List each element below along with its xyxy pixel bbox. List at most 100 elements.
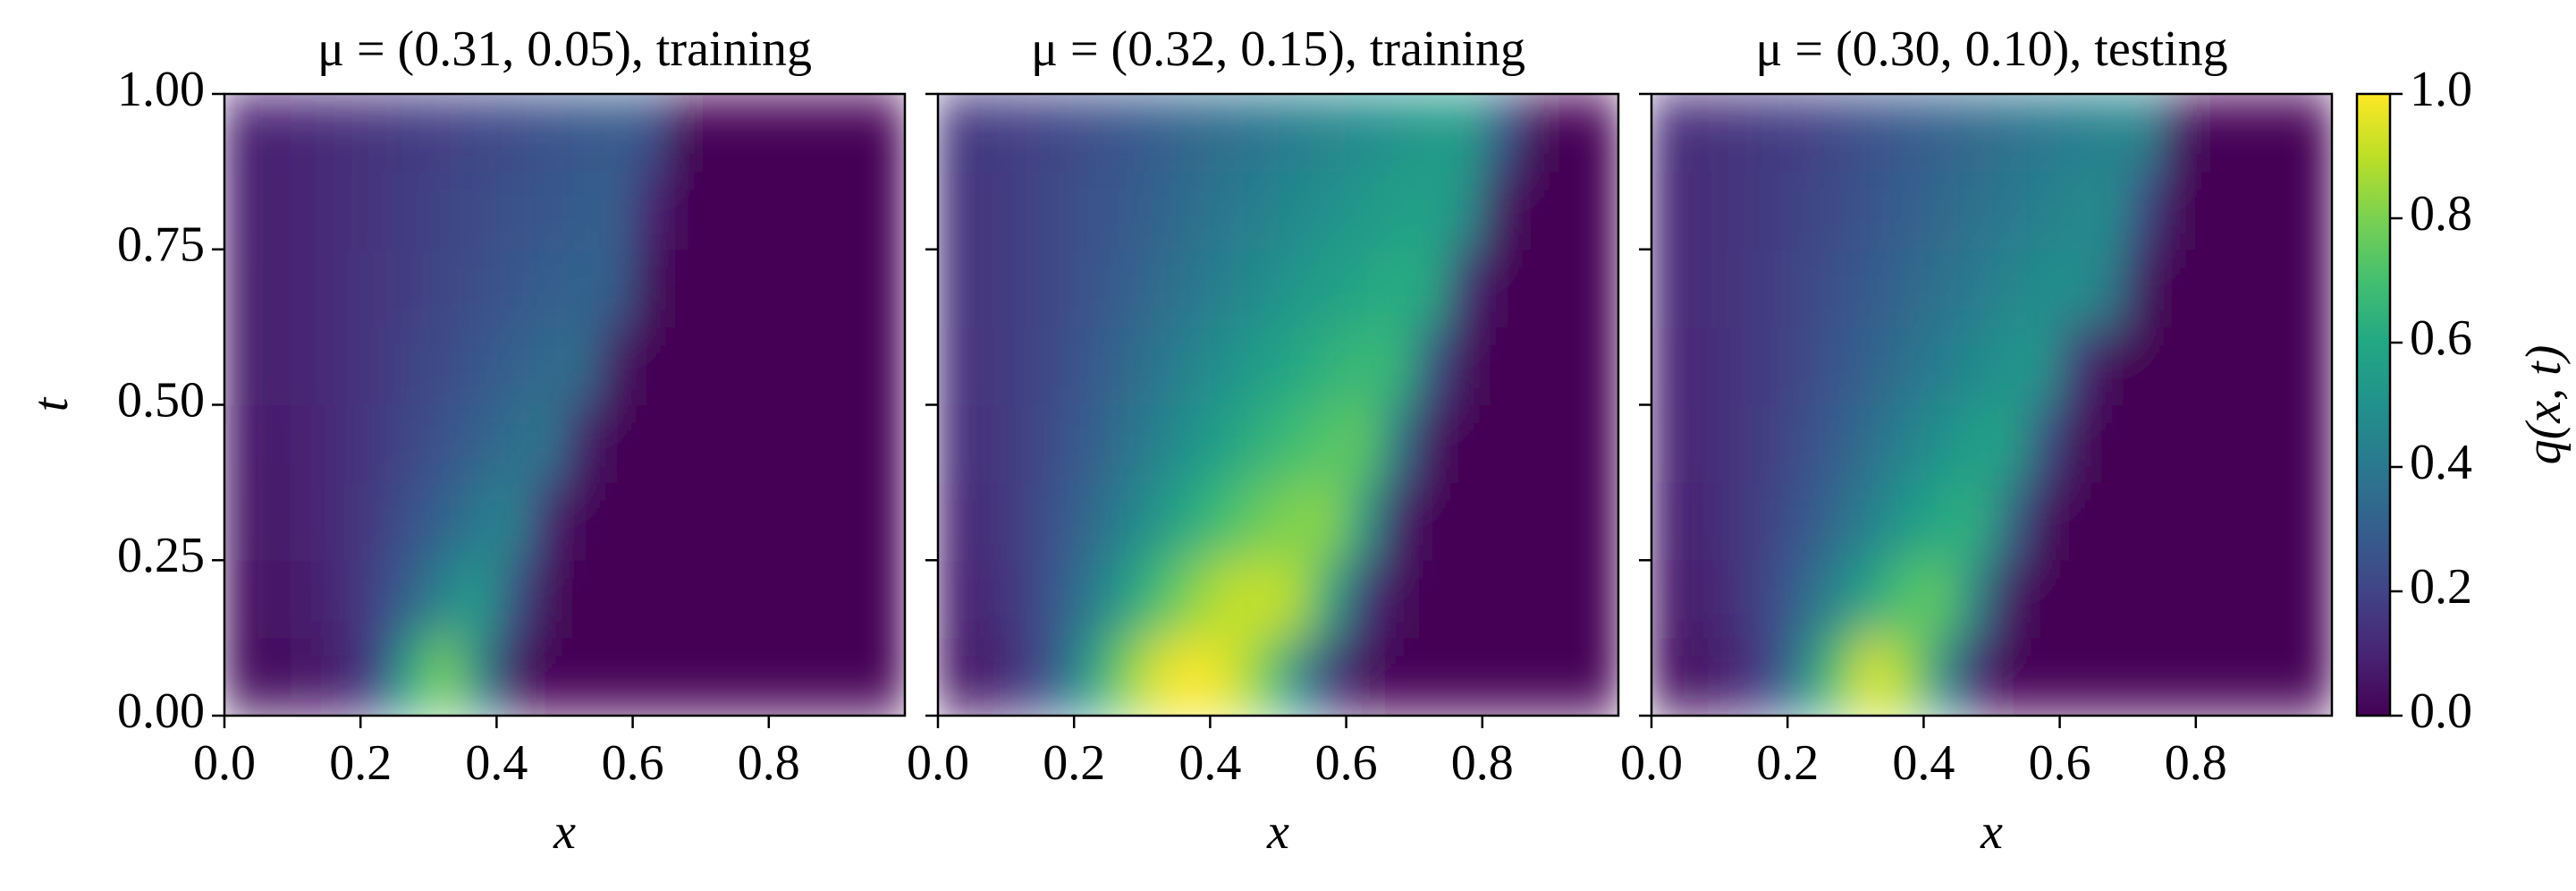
heatmap-cell: [768, 637, 804, 716]
heatmap-cell: [1550, 559, 1585, 639]
heatmap-cell: [2093, 171, 2129, 250]
heatmap-cell: [2195, 171, 2231, 250]
heatmap-cell: [1073, 94, 1109, 173]
heatmap-cell: [1005, 559, 1041, 639]
heatmap-cell: [393, 171, 429, 250]
heatmap-cell: [1414, 637, 1449, 716]
heatmap-cell: [632, 404, 668, 483]
heatmap-cell: [1516, 327, 1551, 405]
heatmap-cell: [1039, 637, 1075, 716]
panel-title: μ = (0.30, 0.10), testing: [1755, 21, 2227, 77]
heatmap-cell: [564, 481, 600, 561]
heatmap-cell: [1039, 94, 1075, 173]
x-tick-label: 0.8: [738, 735, 800, 791]
heatmap-cell: [564, 171, 600, 250]
heatmap-cell: [1820, 481, 1856, 561]
heatmap-cell: [1651, 249, 1686, 328]
heatmap-cell: [802, 249, 838, 328]
heatmap-cell: [325, 94, 361, 173]
heatmap-cell: [224, 637, 259, 716]
heatmap-cell: [870, 171, 905, 250]
heatmap-cell: [1516, 94, 1551, 173]
heatmap-cell: [1414, 249, 1449, 328]
heatmap-cell: [1243, 559, 1279, 639]
heatmap-cell: [1991, 637, 2027, 716]
heatmap-cell: [1312, 481, 1347, 561]
heatmap-cell: [2127, 249, 2163, 328]
heatmap-cell: [2025, 171, 2061, 250]
heatmap-cell: [1719, 404, 1754, 483]
heatmap-cell: [1005, 481, 1041, 561]
heatmap-cell: [427, 559, 463, 639]
heatmap-cell: [224, 327, 259, 405]
heatmap-cell: [666, 327, 702, 405]
heatmap-cell: [2297, 171, 2332, 250]
heatmap-cell: [870, 249, 905, 328]
colorbar-tick-label: 0.0: [2410, 683, 2472, 739]
heatmap-cell: [1380, 249, 1415, 328]
heatmap-cell: [1243, 94, 1279, 173]
heatmap-cell: [2297, 327, 2332, 405]
heatmap-cell: [2229, 171, 2265, 250]
heatmap-cell: [2093, 481, 2129, 561]
heatmap-cell: [1380, 637, 1415, 716]
heatmap-cell: [1141, 559, 1177, 639]
heatmap-cell: [1516, 404, 1551, 483]
x-tick-label: 0.2: [1043, 735, 1105, 791]
x-axis-label: x: [1266, 804, 1289, 860]
heatmap-cell: [1312, 171, 1347, 250]
heatmap-cell: [632, 637, 668, 716]
y-tick-label: 1.00: [117, 62, 205, 117]
heatmap-cell: [2127, 327, 2163, 405]
heatmap-cell: [768, 404, 804, 483]
heatmap-cell: [1685, 481, 1720, 561]
heatmap-cell: [666, 559, 702, 639]
heatmap-cell: [1209, 171, 1245, 250]
heatmap-cell: [1243, 327, 1279, 405]
heatmap-cell: [971, 327, 1007, 405]
heatmap-cell: [1651, 94, 1686, 173]
heatmap-cell: [768, 249, 804, 328]
heatmap-cell: [802, 171, 838, 250]
heatmap-cell: [1141, 94, 1177, 173]
heatmap-cell: [971, 94, 1007, 173]
heatmap-cell: [2195, 637, 2231, 716]
heatmap-cell: [1278, 637, 1313, 716]
heatmap-cell: [258, 94, 293, 173]
heatmap-cell: [598, 171, 634, 250]
heatmap-cell: [836, 327, 872, 405]
heatmap-cell: [1854, 171, 1890, 250]
heatmap-cell: [1380, 559, 1415, 639]
heatmap-cell: [1346, 94, 1381, 173]
heatmap-cell: [1516, 559, 1551, 639]
heatmap-cell: [598, 249, 634, 328]
heatmap-cell: [325, 327, 361, 405]
heatmap-cell: [2059, 559, 2095, 639]
heatmap-cell: [2025, 404, 2061, 483]
heatmap-cell: [1312, 637, 1347, 716]
heatmap-cell: [1753, 171, 1788, 250]
heatmap-cell: [598, 94, 634, 173]
heatmap-cell: [1516, 481, 1551, 561]
heatmap-cell: [2025, 249, 2061, 328]
heatmap-cell: [1651, 404, 1686, 483]
heatmap-cell: [632, 327, 668, 405]
heatmap-cell: [971, 171, 1007, 250]
heatmap-cell: [1820, 171, 1856, 250]
heatmap-cell: [2161, 637, 2197, 716]
heatmap-cell: [564, 559, 600, 639]
heatmap-cell: [1719, 481, 1754, 561]
heatmap-cell: [1005, 94, 1041, 173]
heatmap-cell: [1209, 404, 1245, 483]
heatmap-cell: [325, 559, 361, 639]
heatmap-cell: [461, 404, 497, 483]
heatmap-cell: [1209, 327, 1245, 405]
heatmap-cell: [1209, 481, 1245, 561]
heatmap-cell: [2059, 327, 2095, 405]
heatmap-cell: [2127, 637, 2163, 716]
heatmap-cell: [1820, 94, 1856, 173]
heatmap-cell: [938, 327, 973, 405]
heatmap-cell: [495, 327, 531, 405]
heatmap-cell: [1922, 404, 1958, 483]
heatmap-cell: [1550, 327, 1585, 405]
